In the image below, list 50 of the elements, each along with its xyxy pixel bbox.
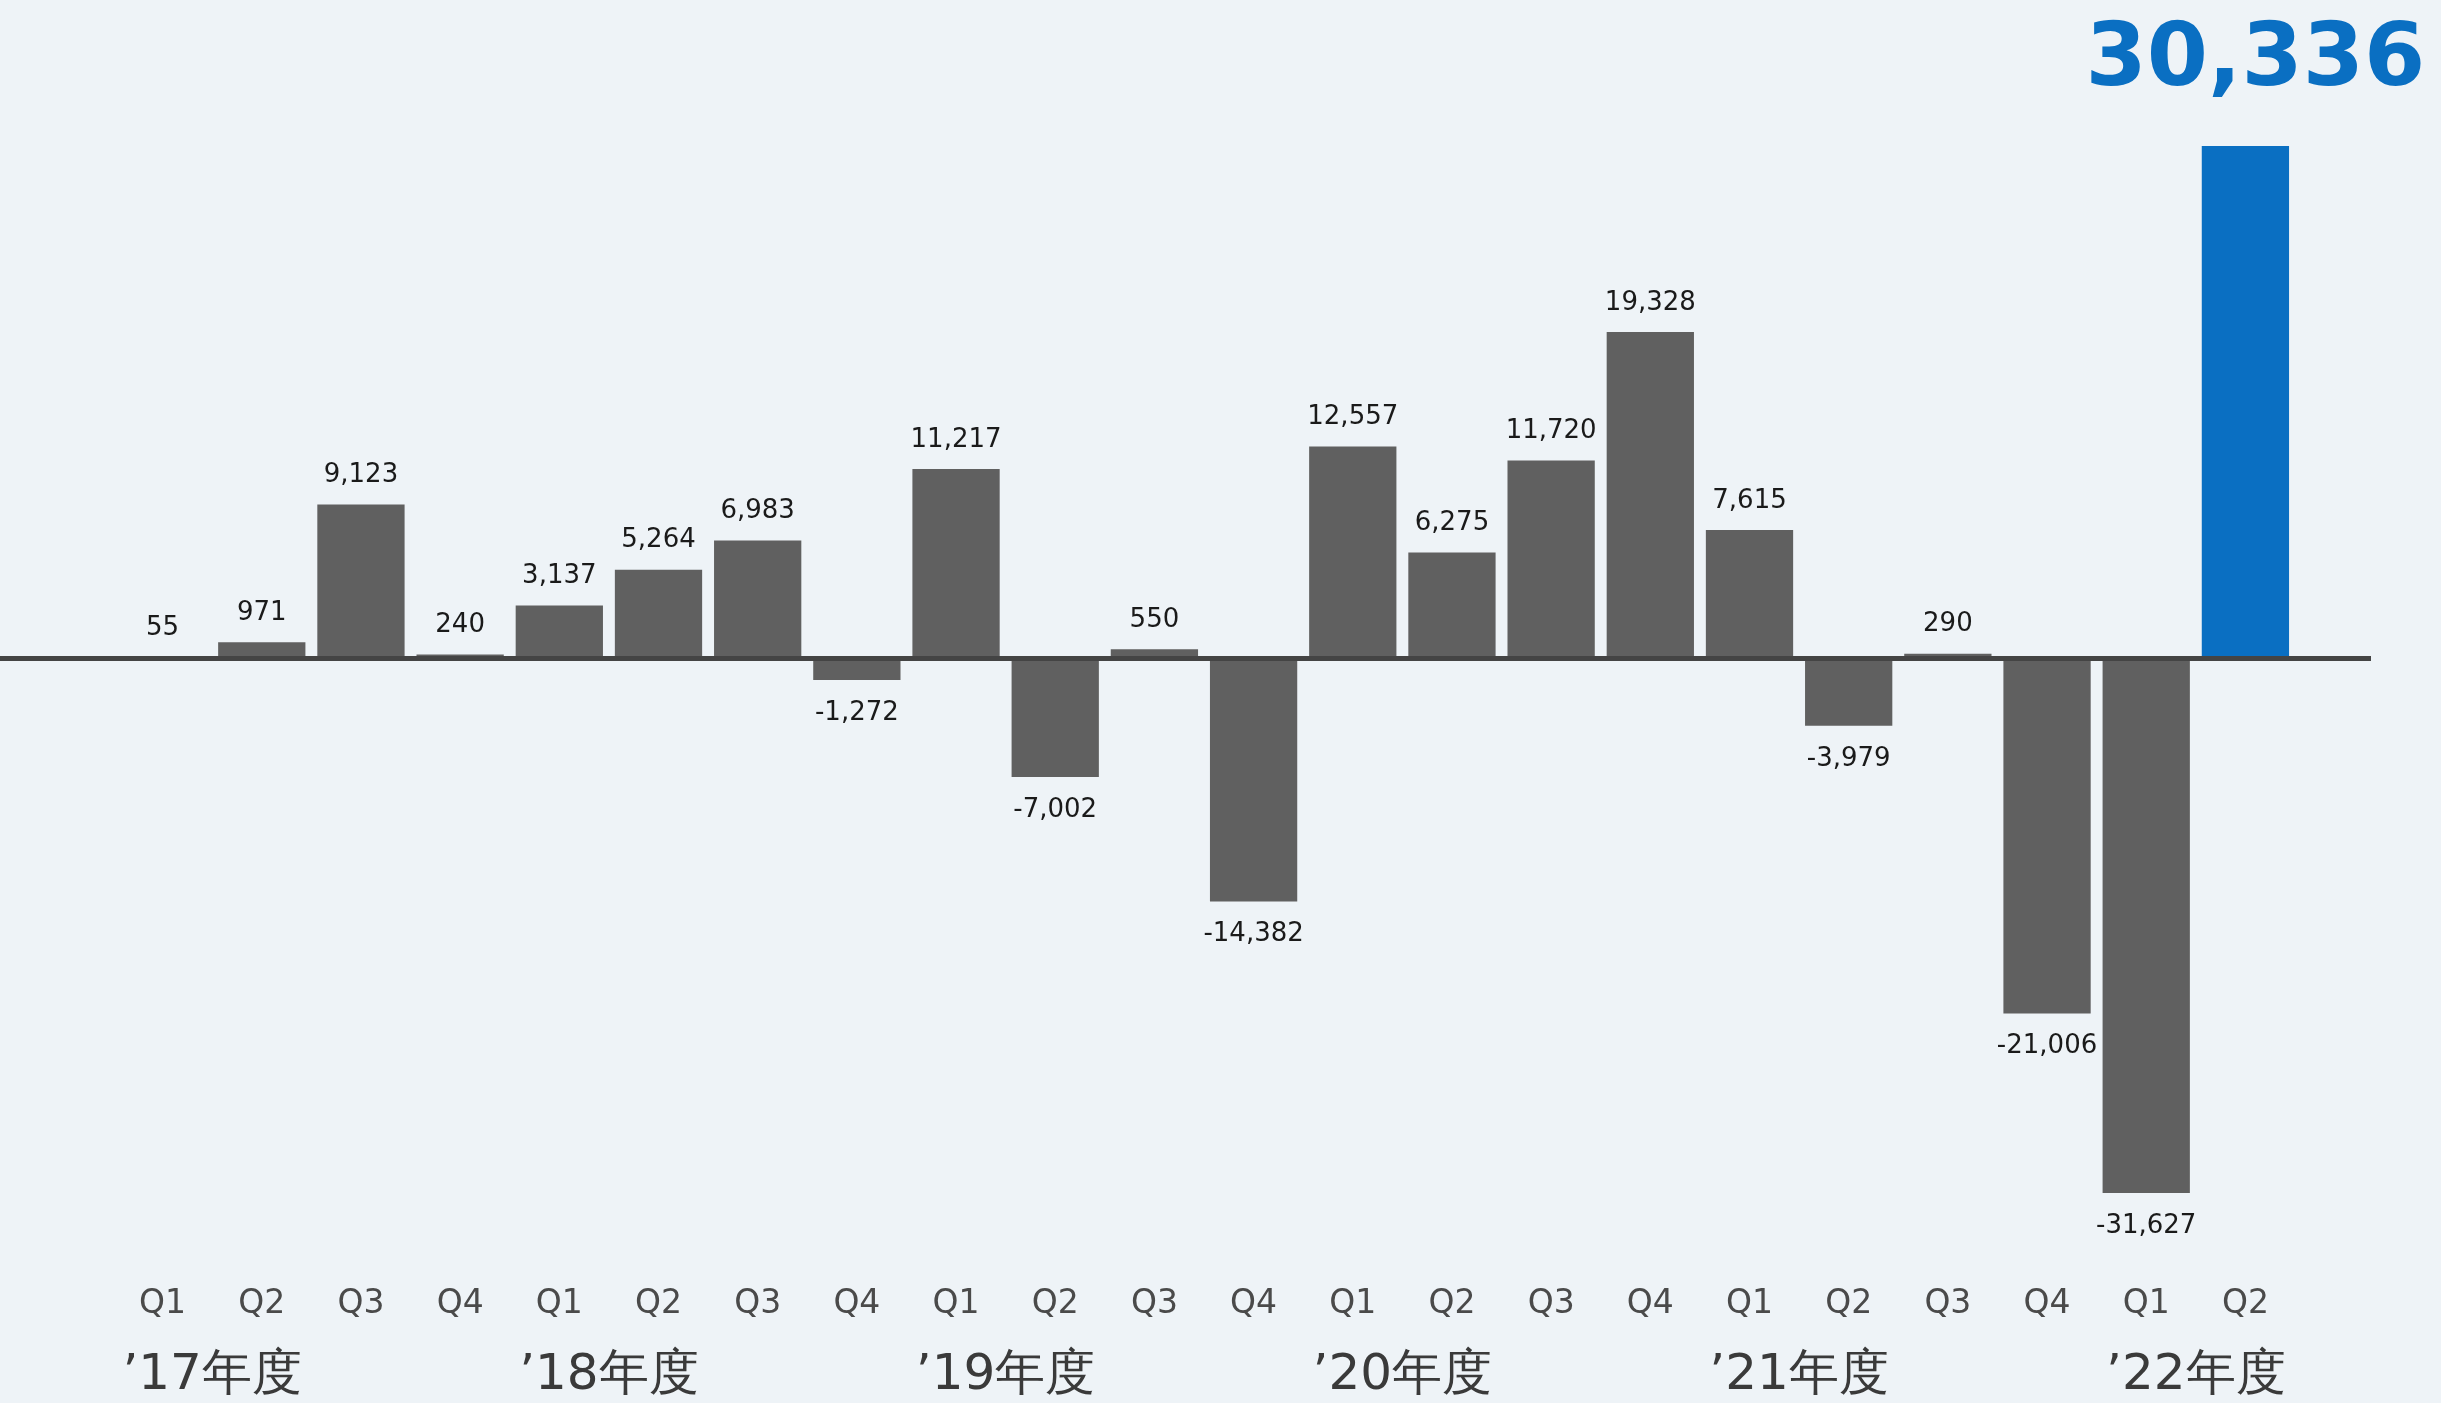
data-label: 9,123	[323, 458, 399, 489]
x-tick-label: Q2	[1031, 1282, 1079, 1322]
x-tick-label: Q2	[238, 1282, 286, 1322]
data-label: 5,264	[621, 523, 696, 554]
data-label: 290	[1923, 607, 1973, 638]
x-tick-label: Q1	[535, 1282, 583, 1322]
data-label: -31,627	[2096, 1208, 2197, 1239]
x-tick-label: Q4	[833, 1282, 881, 1322]
x-tick-label: Q3	[1527, 1282, 1575, 1322]
x-tick-label: Q3	[1130, 1282, 1178, 1322]
x-tick-label: Q4	[436, 1282, 484, 1322]
x-tick-label: Q3	[1924, 1282, 1972, 1322]
x-tick-label: Q4	[1230, 1282, 1278, 1322]
data-label: 11,720	[1505, 414, 1597, 445]
data-label: 19,328	[1604, 285, 1696, 316]
x-tick-label: Q3	[337, 1282, 385, 1322]
data-label: -1,272	[814, 695, 899, 726]
x-tick-label: Q1	[2122, 1282, 2170, 1322]
data-label: 30,336	[2085, 2, 2426, 106]
text: ’18年度	[519, 1342, 699, 1401]
x-tick-label: Q3	[734, 1282, 782, 1322]
x-tick-label: Q4	[2023, 1282, 2071, 1322]
x-tick-label: Q2	[2221, 1282, 2269, 1322]
data-label: 7,615	[1712, 483, 1787, 514]
x-tick-label: Q1	[139, 1282, 187, 1322]
data-label: 11,217	[910, 422, 1002, 453]
text: ’22年度	[2106, 1342, 2286, 1401]
text: ’21年度	[1709, 1342, 1889, 1401]
text: ’17年度	[122, 1342, 302, 1401]
text: ’20年度	[1312, 1342, 1493, 1401]
data-label: 12,557	[1307, 400, 1399, 431]
x-tick-label: Q2	[635, 1282, 682, 1322]
data-label: -3,979	[1806, 741, 1891, 772]
x-tick-label: Q4	[1626, 1282, 1674, 1322]
data-label: 550	[1129, 603, 1180, 634]
data-label: -21,006	[1996, 1029, 2098, 1060]
data-label: 55	[146, 611, 180, 642]
text: ’19年度	[915, 1342, 1096, 1401]
x-tick-label: Q1	[1726, 1282, 1773, 1322]
data-label: 6,275	[1414, 506, 1490, 537]
x-tick-label: Q2	[1825, 1282, 1873, 1322]
data-label: 3,137	[522, 559, 597, 590]
x-tick-label: Q2	[1428, 1282, 1476, 1322]
data-label: 971	[236, 595, 287, 626]
data-label: -14,382	[1203, 917, 1304, 948]
x-tick-label: Q1	[1329, 1282, 1377, 1322]
data-label: 240	[435, 608, 485, 639]
x-tick-label: Q1	[932, 1282, 980, 1322]
data-label: 6,983	[720, 494, 795, 525]
data-label: -7,002	[1013, 792, 1098, 823]
